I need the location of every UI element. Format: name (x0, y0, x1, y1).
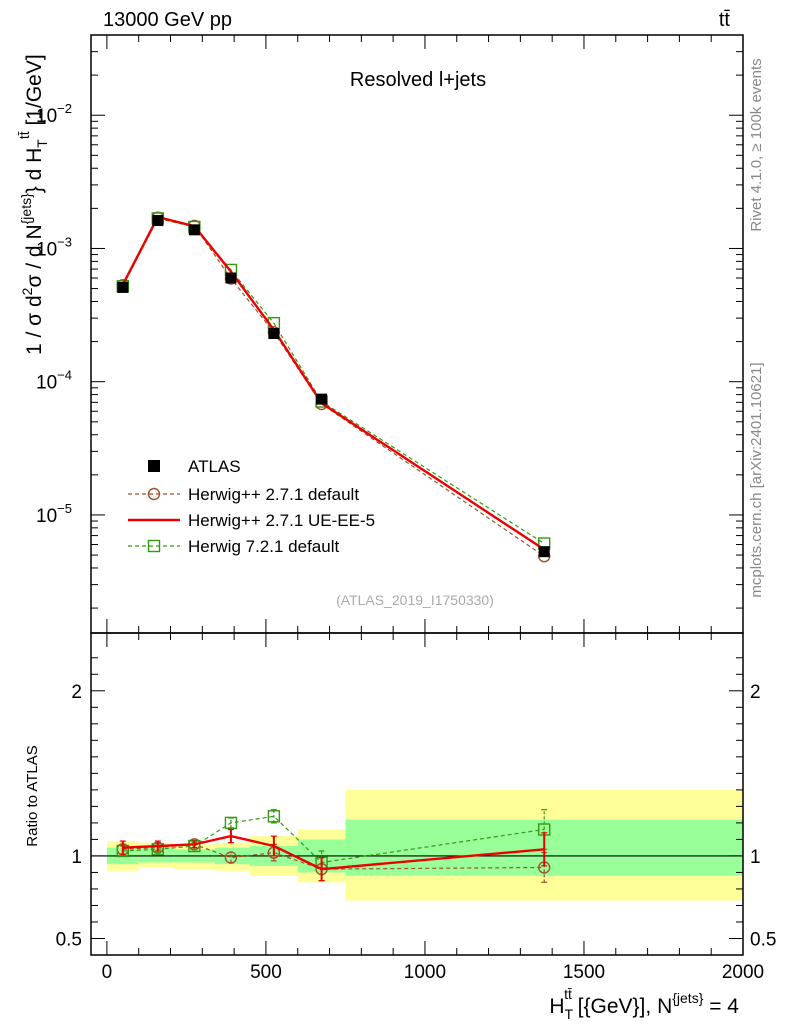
ratio-panel: 0 500 1000 1500 2000 0.5 0.5 1 1 2 2 (56, 632, 776, 983)
ratio-tick-label: 0.5 (56, 929, 82, 950)
y-axis-label: 1 / σ d2σ / d N{jets}} d HTtt̄ [1/GeV] (16, 54, 50, 355)
plot-title: Resolved l+jets (350, 69, 486, 91)
x-axis-label: HTtt̄ [{GeV}], N{jets} = 4 (549, 986, 739, 1022)
x-tick-label: 1500 (563, 962, 605, 983)
data-point (152, 215, 164, 227)
x-tick-label: 1000 (404, 962, 446, 983)
series-line (122, 217, 545, 557)
legend: ATLAS Herwig++ 2.7.1 default Herwig++ 2.7.… (128, 457, 375, 556)
x-tick-label: 0 (102, 962, 113, 983)
data-point (268, 328, 280, 340)
ratio-frame (90, 632, 744, 956)
data-point (538, 546, 550, 558)
ratio-tick-label: 0.5 (750, 929, 776, 950)
ratio-tick-label: 2 (750, 682, 761, 703)
beam-label: 13000 GeV pp (103, 9, 232, 31)
legend-label: Herwig++ 2.7.1 UE-EE-5 (188, 511, 375, 530)
ratio-tick-label: 1 (71, 847, 82, 868)
x-tick-label: 2000 (722, 962, 764, 983)
legend-label: ATLAS (188, 457, 241, 476)
legend-label: Herwig++ 2.7.1 default (188, 485, 359, 504)
x-tick-label: 500 (250, 962, 282, 983)
y-tick-label: 10−5 (36, 501, 72, 527)
legend-marker (148, 460, 160, 472)
y-tick-label: 10−4 (36, 368, 72, 394)
data-point (316, 393, 328, 405)
data-point (224, 851, 238, 864)
legend-label: Herwig 7.2.1 default (188, 537, 339, 556)
ratio-tick-label: 1 (750, 847, 761, 868)
data-point (188, 224, 200, 236)
ratio-axis-label: Ratio to ATLAS (24, 745, 41, 846)
data-point (225, 272, 237, 284)
data-point (147, 487, 161, 501)
data-point (224, 816, 238, 830)
ratio-tick-label: 2 (71, 682, 82, 703)
rivet-label: Rivet 4.1.0, ≥ 100k events (748, 58, 765, 231)
analysis-id: (ATLAS_2019_I1750330) (336, 592, 494, 608)
main-panel: 10−5 10−4 10−3 10−2 (36, 34, 744, 647)
y-tick-label: 10−2 (36, 101, 72, 127)
data-point (147, 539, 161, 553)
y-tick-label: 10−3 (36, 234, 72, 260)
data-point (267, 810, 281, 823)
process-label: tt̄ (719, 9, 731, 31)
data-point (117, 281, 129, 293)
mcplots-label: mcplots.cern.ch [arXiv:2401.10621] (748, 362, 765, 597)
